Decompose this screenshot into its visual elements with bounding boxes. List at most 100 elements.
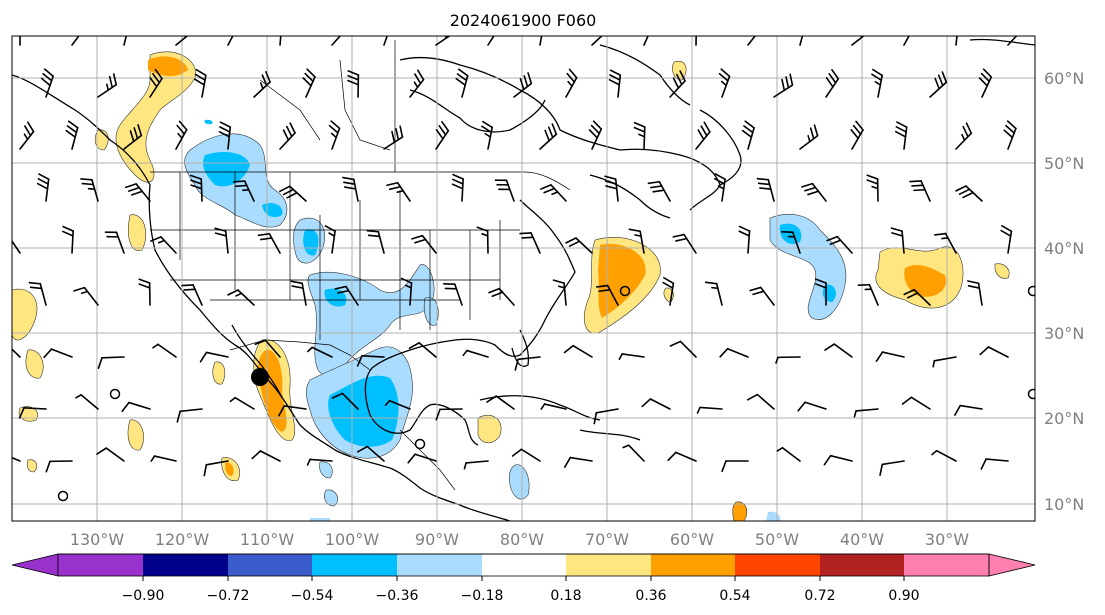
wind-barb [618, 353, 645, 360]
wind-barb [334, 285, 359, 306]
wind-barb [150, 236, 177, 254]
wind-barb [1000, 225, 1013, 254]
wind-barb [227, 289, 255, 306]
wind-barb [486, 395, 515, 410]
wind-barb [342, 176, 359, 202]
colorbar-segment [904, 554, 989, 576]
wind-barb [347, 70, 360, 98]
wind-barb [954, 404, 983, 416]
wind-barb [773, 73, 794, 98]
wind-barb [563, 344, 593, 358]
wind-barb [408, 342, 437, 358]
wind-barb [756, 177, 775, 202]
wind-barb [443, 283, 463, 306]
wind-barb [799, 36, 804, 46]
colorbar-segment [312, 554, 397, 576]
wind-barb [564, 456, 593, 468]
wind-barb [903, 36, 910, 46]
wind-barb [866, 174, 879, 202]
wind-barb [565, 237, 593, 254]
wind-barb [593, 408, 619, 425]
wind-barb [190, 174, 203, 202]
wind-barb [138, 278, 151, 306]
calm-circle [1027, 388, 1035, 400]
colorbar-ticks [142, 576, 905, 581]
wind-barb [875, 351, 905, 362]
wind-barb [749, 286, 775, 306]
wind-barb [227, 36, 234, 46]
wind-barb [384, 399, 411, 410]
lon-label: 120°W [155, 530, 210, 549]
wind-barb [324, 225, 336, 254]
wind-barb [302, 68, 316, 98]
wind-barb [356, 445, 385, 462]
wind-barb [254, 339, 281, 358]
wind-barb [73, 286, 99, 306]
wind-barb [540, 403, 567, 410]
wind-barb [279, 185, 307, 202]
wind-barb [741, 120, 755, 150]
wind-barb [879, 460, 905, 477]
wind-barb [662, 277, 675, 306]
colorbar-tick-label: 0.72 [804, 588, 835, 604]
wind-barb [18, 407, 47, 419]
wind-barb [1007, 36, 1018, 46]
map-title: 2024061900 F060 [450, 11, 597, 30]
wind-barb [123, 124, 143, 150]
wind-barb [383, 125, 404, 150]
calm-circle [414, 438, 426, 450]
lon-label: 60°W [670, 530, 714, 549]
wind-barb [850, 120, 864, 150]
colorbar-segment [566, 554, 651, 576]
wind-barb [435, 120, 450, 150]
wind-barb [633, 121, 646, 150]
wind-barb [40, 68, 54, 98]
lon-label: 50°W [755, 530, 799, 549]
wind-barb [565, 68, 578, 98]
colorbar-tick-label: −0.72 [207, 588, 250, 604]
lon-label: 40°W [840, 530, 884, 549]
wind-barb [799, 124, 819, 150]
wind-barb [539, 36, 543, 46]
lat-label: 30°N [1044, 324, 1084, 343]
wind-barb [955, 36, 958, 46]
lat-label: 40°N [1044, 239, 1084, 258]
wind-barb [97, 356, 125, 369]
wind-barb [669, 70, 686, 98]
wind-barb [455, 68, 469, 98]
wind-barb [719, 347, 749, 358]
wind-barb [19, 121, 35, 150]
wind-barb [588, 120, 603, 150]
wind-barb [591, 36, 603, 46]
wind-barb [797, 401, 827, 412]
colorbar-tick-label: −0.36 [376, 588, 419, 604]
wind-barb [696, 406, 723, 414]
colorbar-tick-label: −0.54 [291, 588, 334, 604]
colorbar-tick-label: −0.90 [122, 588, 165, 604]
colorbar-tick-label: 0.90 [888, 588, 919, 604]
wind-barb [435, 408, 463, 421]
wind-barb [124, 183, 151, 202]
wind-barb [825, 68, 840, 98]
wind-barb [539, 123, 558, 150]
wind-barb [695, 121, 711, 150]
wind-barb [695, 36, 697, 46]
wind-barb [62, 225, 74, 254]
map-frame [11, 35, 1036, 522]
wind-barb [96, 447, 125, 462]
wind-barb [826, 235, 853, 254]
colorbar-segment [735, 554, 820, 576]
wind-barb [672, 233, 697, 254]
wind-barb [409, 69, 425, 98]
lat-label: 10°N [1044, 495, 1084, 514]
colorbar-segment [482, 554, 566, 576]
wind-barb [481, 120, 493, 150]
wind-barb [955, 185, 983, 202]
wind-barb [331, 36, 342, 46]
lon-label: 70°W [585, 530, 629, 549]
lon-label: 80°W [500, 530, 544, 549]
colorbar-segment [820, 554, 904, 576]
colorbar-segment [651, 554, 735, 576]
latitude-labels: 60°N 50°N 40°N 30°N 20°N 10°N [1044, 69, 1084, 514]
wind-barb [909, 180, 931, 202]
